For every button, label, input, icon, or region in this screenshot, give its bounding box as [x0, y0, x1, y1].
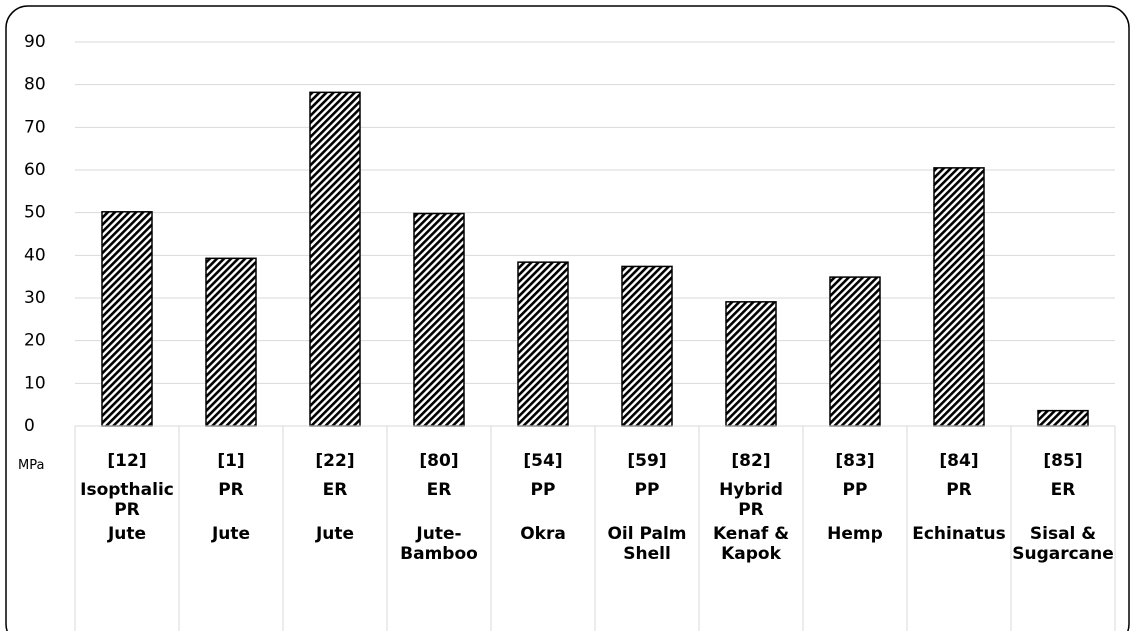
category-ref: [84] — [939, 451, 979, 471]
y-tick-label: 10 — [24, 373, 46, 393]
category-ref: [12] — [107, 451, 147, 471]
category-matrix: PP — [842, 480, 868, 500]
bar — [413, 212, 465, 427]
bar — [829, 276, 881, 427]
category-fiber: Jute — [315, 524, 355, 544]
y-tick-label: 30 — [24, 288, 46, 308]
category-matrix: PP — [530, 480, 556, 500]
y-tick-label: 50 — [24, 203, 46, 223]
category-ref: [59] — [627, 451, 667, 471]
category-ref: [82] — [731, 451, 771, 471]
category-fiber: Hemp — [827, 524, 883, 544]
category-matrix: PR — [946, 480, 972, 500]
y-axis-label: MPa — [18, 458, 45, 473]
bar — [205, 257, 257, 427]
y-tick-label: 20 — [24, 331, 46, 351]
category-fiber: Jute — [211, 524, 251, 544]
category-matrix: ER — [1050, 480, 1076, 500]
category-matrix: ER — [322, 480, 348, 500]
category-matrix: ER — [426, 480, 452, 500]
y-tick-label: 70 — [24, 117, 46, 137]
category-fiber: Okra — [520, 524, 566, 544]
category-fiber: Echinatus — [912, 524, 1006, 544]
category-matrix: Hybrid PR — [719, 480, 783, 520]
category-ref: [54] — [523, 451, 563, 471]
category-fiber: Sisal & Sugarcane — [1012, 524, 1114, 564]
y-tick-label: 40 — [24, 245, 46, 265]
category-fiber: Oil Palm Shell — [607, 524, 687, 564]
category-matrix: PR — [218, 480, 244, 500]
frame — [5, 5, 1130, 631]
bar — [621, 265, 673, 427]
bar — [933, 167, 985, 427]
category-ref: [85] — [1043, 451, 1083, 471]
y-tick-label: 60 — [24, 160, 46, 180]
category-fiber: Jute — [107, 524, 147, 544]
bar — [1037, 409, 1089, 427]
bar — [309, 91, 361, 427]
y-tick-label: 90 — [24, 32, 46, 52]
bar — [101, 211, 153, 427]
category-matrix: PP — [634, 480, 660, 500]
bar — [517, 261, 569, 427]
y-tick-label: 0 — [24, 416, 35, 436]
category-ref: [22] — [315, 451, 355, 471]
category-ref: [80] — [419, 451, 459, 471]
category-fiber: Kenaf & Kapok — [712, 524, 790, 564]
bar — [725, 301, 777, 427]
y-tick-label: 80 — [24, 75, 46, 95]
category-ref: [83] — [835, 451, 875, 471]
category-fiber: Jute- Bamboo — [400, 524, 478, 564]
category-matrix: Isopthalic PR — [80, 480, 174, 520]
category-ref: [1] — [217, 451, 245, 471]
